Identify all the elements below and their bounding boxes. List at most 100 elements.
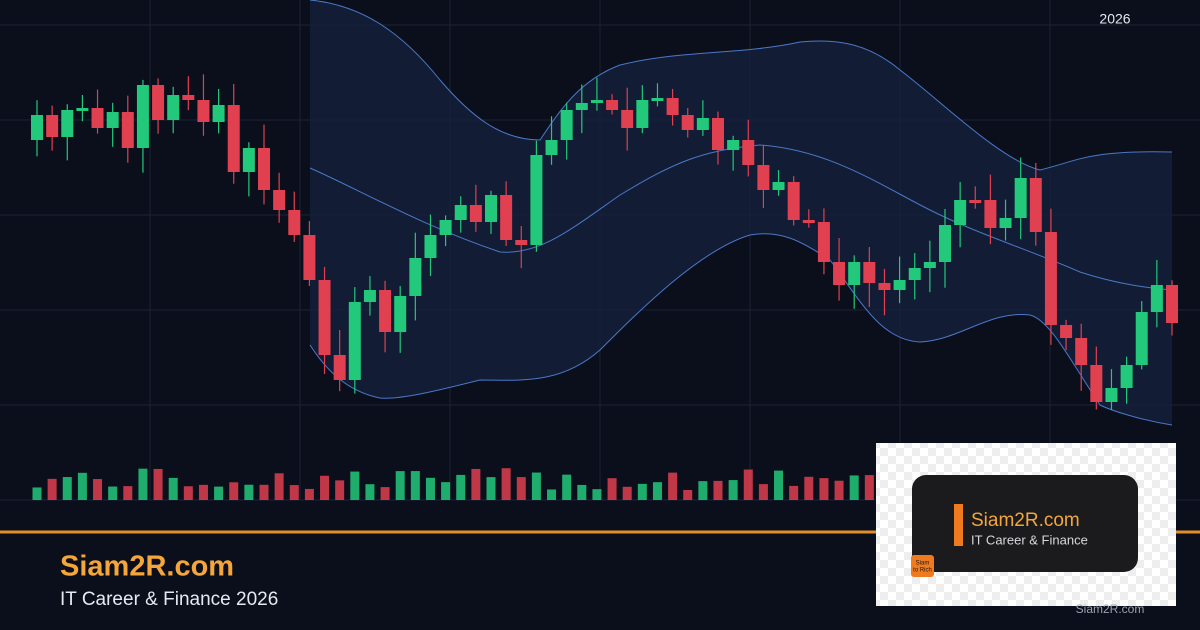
volume-bar — [743, 469, 753, 500]
candle-body — [197, 100, 210, 122]
volume-bar — [577, 484, 587, 500]
candle-body — [636, 100, 649, 128]
candle-body — [454, 205, 467, 220]
candle-body — [772, 182, 785, 190]
volume-bar — [471, 468, 481, 500]
candle-body — [666, 98, 679, 115]
upper-band — [309, 0, 1173, 171]
volume-bar — [456, 474, 466, 500]
candle-body — [136, 85, 149, 148]
candle-body — [787, 182, 800, 220]
candle-body — [681, 115, 694, 130]
candle-body — [46, 115, 59, 137]
volume-bar — [486, 477, 496, 500]
volume-bar — [62, 477, 72, 500]
candle-body — [212, 105, 225, 122]
volume-bar — [289, 485, 299, 500]
candle-body — [91, 108, 104, 128]
card-subtitle: IT Career & Finance — [971, 532, 1088, 547]
candle-body — [833, 262, 846, 285]
candle-body — [1166, 285, 1178, 323]
candle-body — [545, 140, 558, 155]
candle-body — [727, 140, 740, 150]
candle-body — [969, 200, 982, 203]
candle-body — [227, 105, 240, 172]
candle-body — [1044, 232, 1057, 325]
volume-bar — [804, 476, 814, 500]
candle-body — [348, 302, 361, 380]
logo — [911, 555, 934, 577]
candle-body — [1014, 178, 1027, 218]
candle-body — [863, 262, 876, 283]
volume-bar — [244, 484, 254, 500]
volume-bar — [138, 468, 148, 500]
volume-bar — [350, 471, 360, 500]
volume-bar — [259, 484, 269, 500]
candle-body — [712, 118, 724, 150]
volume-bar — [320, 475, 330, 500]
band-fill — [310, 0, 1172, 425]
volume-bar — [819, 478, 829, 500]
volume-bar — [774, 470, 784, 500]
candle-body — [1150, 285, 1163, 312]
candle-body — [288, 210, 301, 235]
candle-body — [817, 222, 830, 262]
volume-bar — [365, 484, 375, 500]
candle-body — [560, 110, 573, 140]
volume-bar — [93, 479, 103, 500]
volume-bar — [380, 487, 390, 500]
candle-body — [621, 110, 634, 128]
candle-body — [61, 110, 74, 137]
candle-body — [273, 190, 286, 210]
brand-title: Siam2R.com — [60, 551, 234, 583]
candle-body — [1060, 325, 1073, 338]
volume-bar — [47, 478, 57, 500]
candle-body — [1029, 178, 1042, 232]
candle-body — [76, 108, 89, 111]
candle-body — [954, 200, 967, 225]
volume-bar — [77, 472, 87, 500]
volume-bar — [622, 486, 632, 500]
volume-bar — [274, 473, 284, 500]
volume-bar — [758, 484, 768, 500]
candle-body — [999, 218, 1012, 228]
lower-band — [309, 233, 1173, 426]
volume-bar — [652, 482, 662, 500]
candle-body — [696, 118, 709, 130]
candle-body — [106, 112, 119, 128]
candle-body — [439, 220, 452, 235]
candle-body — [303, 235, 316, 280]
card — [912, 475, 1138, 572]
candle-body — [606, 100, 619, 110]
volume-bar — [607, 478, 617, 500]
volume-bar — [516, 477, 526, 500]
card-accent — [954, 504, 963, 546]
volume-bar — [668, 472, 678, 500]
volume-bar — [849, 475, 859, 500]
candles — [31, 74, 1178, 410]
volume-bar — [214, 486, 224, 500]
volume-bar — [683, 489, 693, 500]
candle-body — [363, 290, 376, 302]
candle-body — [515, 240, 528, 245]
volume-bar — [183, 486, 193, 500]
candle-body — [258, 148, 270, 190]
candle-body — [485, 195, 497, 222]
candle-body — [651, 98, 664, 101]
candle-body — [152, 85, 165, 120]
candle-body — [424, 235, 437, 258]
volume-bar — [834, 480, 844, 500]
candle-body — [500, 195, 513, 240]
volume-bar — [335, 480, 345, 500]
logo-text: Siam — [916, 561, 930, 567]
watermark: Siam2R.com — [1076, 602, 1145, 616]
candle-body — [394, 296, 407, 332]
card-title: Siam2R.com — [971, 510, 1080, 531]
volume-bar — [410, 471, 420, 500]
year-label: 2026 — [1099, 11, 1130, 27]
volume-bar — [547, 489, 557, 500]
volume-bar — [562, 474, 572, 500]
candle-body — [31, 115, 43, 140]
volume-bar — [592, 489, 602, 500]
